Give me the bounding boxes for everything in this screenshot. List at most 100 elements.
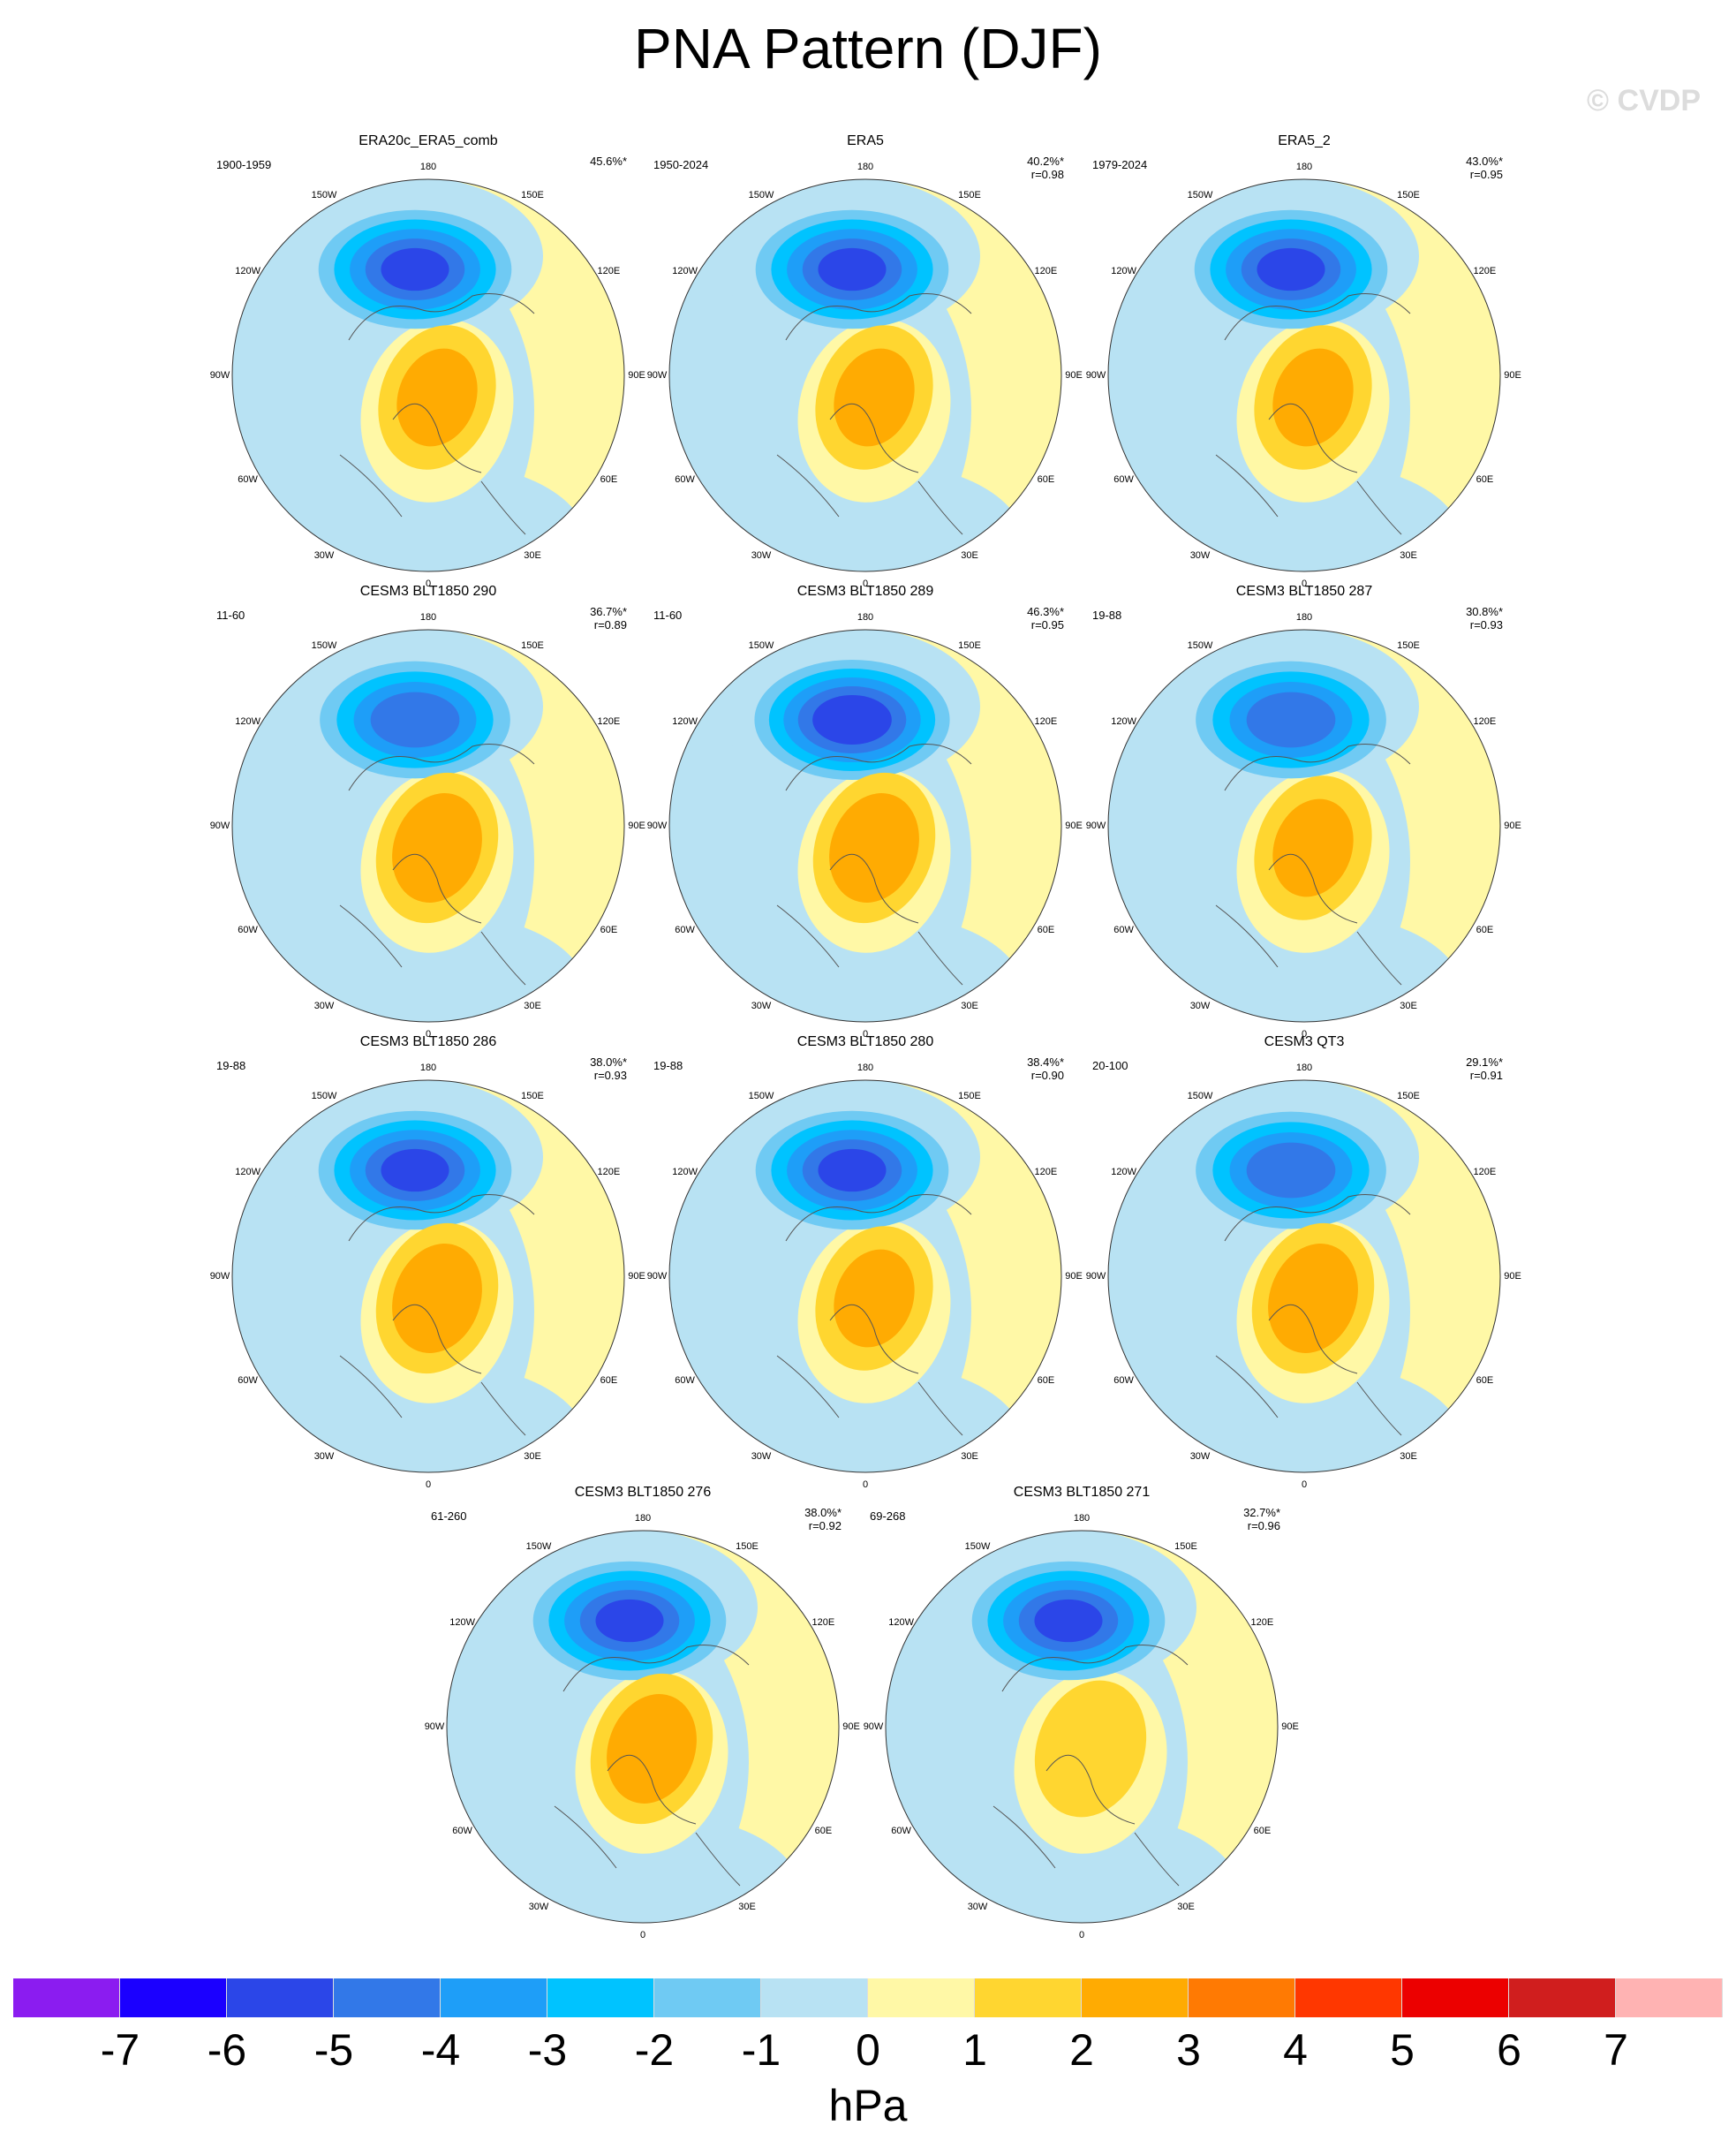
lon-label: 150E — [1397, 1090, 1420, 1101]
panel-variance: 38.4%* — [1027, 1055, 1064, 1069]
aleutian-low-contour — [812, 695, 892, 745]
lon-label: 60E — [1476, 474, 1494, 485]
lon-label: 0 — [862, 579, 869, 589]
panel-variance: 38.0%* — [590, 1055, 627, 1069]
panel-title: ERA5_2 — [1278, 133, 1331, 148]
lon-label: 180 — [857, 612, 874, 623]
lon-label: 60E — [1476, 925, 1494, 935]
aleutian-low-contour — [1257, 247, 1325, 291]
panel-correlation: r=0.95 — [1469, 168, 1503, 181]
lon-label: 30E — [524, 550, 541, 562]
colorbar-swatch — [761, 1978, 868, 2017]
canadian-high-contour — [392, 1244, 482, 1353]
negative-region — [305, 1365, 587, 1472]
negative-region — [742, 1365, 1024, 1472]
map-border — [231, 629, 625, 1023]
panel-variance: 45.6%* — [590, 155, 627, 168]
lon-label: 30E — [524, 1001, 541, 1012]
panel-variance: 32.7%* — [1243, 1506, 1280, 1519]
negative-region — [305, 464, 587, 571]
lon-label: 30E — [1400, 550, 1417, 562]
colorbar-tick-label: -6 — [207, 2025, 247, 2075]
polar-map — [1107, 1079, 1501, 1473]
map-panel: ERA20c_ERA5_comb 1900-1959 45.6%* 180 150E 12… — [210, 133, 645, 589]
panel-correlation: r=0.90 — [1030, 1069, 1064, 1082]
canadian-high-contour — [392, 793, 482, 903]
lon-label: 120E — [811, 1617, 835, 1628]
lon-label: 90W — [424, 1721, 445, 1732]
lon-label: 90E — [1281, 1721, 1299, 1732]
negative-region — [1181, 464, 1463, 571]
lon-label: 90W — [209, 1271, 230, 1282]
lon-label: 120E — [1250, 1617, 1274, 1628]
lon-label: 150W — [748, 189, 774, 200]
lon-label: 90W — [1085, 821, 1106, 831]
lon-label: 180 — [857, 1063, 874, 1073]
colorbar-swatch — [1616, 1978, 1723, 2017]
polar-map — [231, 629, 625, 1023]
canadian-high-contour — [1272, 348, 1354, 447]
panel-period: 20-100 — [1092, 1059, 1128, 1072]
panel-correlation: r=0.93 — [593, 1069, 627, 1082]
lon-label: 60E — [600, 925, 618, 935]
panel-stats: 45.6%* — [556, 155, 627, 168]
colorbar-swatch — [868, 1978, 975, 2017]
canadian-high-contour — [834, 348, 915, 447]
map-border — [1107, 629, 1501, 1023]
lon-label: 120W — [672, 1167, 698, 1177]
lon-label: 30W — [313, 1451, 335, 1463]
panel-title: CESM3 BLT1850 289 — [796, 584, 934, 599]
lon-label: 150W — [748, 1090, 774, 1101]
lon-label: 150W — [1187, 1090, 1213, 1101]
lon-label: 0 — [639, 1930, 646, 1940]
panel-period: 1950-2024 — [653, 158, 709, 171]
coastline — [339, 293, 535, 535]
lon-label: 60W — [1113, 474, 1134, 485]
lon-label: 120E — [1473, 266, 1497, 276]
polar-map — [668, 629, 1062, 1023]
colorbar-swatch — [1509, 1978, 1616, 2017]
panel-period: 19-88 — [653, 1059, 683, 1072]
map-panel: CESM3 BLT1850 280 19-88 38.4%* r=0.90 180 150… — [647, 1034, 1083, 1490]
panel-correlation: r=0.98 — [1030, 168, 1064, 181]
lon-label: 150W — [748, 639, 774, 651]
negative-region — [742, 914, 1024, 1022]
aleutian-low-contour — [818, 1148, 887, 1192]
panel-title: CESM3 BLT1850 286 — [359, 1034, 497, 1049]
colorbar-tick-label: -5 — [313, 2025, 354, 2075]
colorbar-tick-label: -4 — [420, 2025, 461, 2075]
panel-variance: 40.2%* — [1027, 155, 1064, 168]
map-panel: CESM3 BLT1850 290 11-60 36.7%* r=0.89 180 150… — [210, 584, 645, 1040]
lon-label: 120W — [1111, 1167, 1136, 1177]
panel-variance: 43.0%* — [1466, 155, 1503, 168]
lon-label: 180 — [634, 1513, 652, 1524]
lon-label: 120E — [597, 716, 621, 727]
colorbar-swatch — [1189, 1978, 1295, 2017]
lon-label: 150E — [1174, 1540, 1197, 1552]
lon-label: 60W — [891, 1826, 911, 1836]
lon-label: 30E — [524, 1451, 541, 1463]
lon-label: 30E — [1400, 1451, 1417, 1463]
colorbar-tick-label: 4 — [1283, 2025, 1308, 2075]
lon-label: 120W — [449, 1617, 475, 1628]
lon-label: 150W — [525, 1540, 552, 1552]
negative-region — [305, 914, 587, 1022]
polar-map — [231, 1079, 625, 1473]
map-panel: ERA5 1950-2024 40.2%* r=0.98 180 150E 120E 90E 6… — [647, 133, 1083, 589]
negative-region — [742, 464, 1024, 571]
colorbar-tick-label: 5 — [1390, 2025, 1415, 2075]
panel-title: CESM3 QT3 — [1264, 1034, 1345, 1049]
aleutian-low-contour — [818, 247, 887, 291]
panel-period: 19-88 — [1092, 609, 1122, 622]
lon-label: 120W — [1111, 266, 1136, 276]
lon-label: 90E — [628, 370, 645, 381]
colorbar-swatch — [975, 1978, 1082, 2017]
panel-period: 69-268 — [870, 1509, 906, 1523]
colorbar-tick-label: -1 — [741, 2025, 781, 2075]
lon-label: 60W — [238, 925, 258, 935]
lon-label: 30E — [961, 1451, 978, 1463]
colorbar-tick-label: -3 — [527, 2025, 568, 2075]
coastline — [1215, 293, 1411, 535]
lon-label: 150E — [1397, 189, 1420, 200]
lon-label: 60E — [814, 1826, 833, 1836]
